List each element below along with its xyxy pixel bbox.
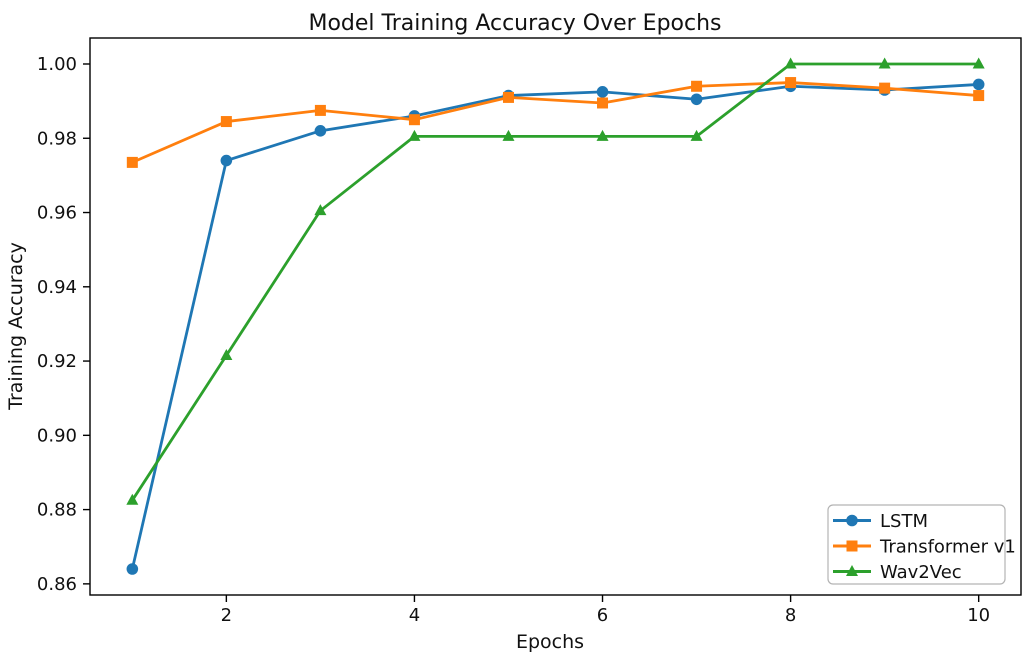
series-transformer-v1: [126, 77, 985, 168]
series-wav2vec: [126, 57, 985, 505]
y-tick-label: 0.92: [37, 351, 77, 372]
series-lstm-line: [130, 83, 979, 570]
y-tick-label: 0.98: [37, 128, 77, 149]
series-wav2vec-marker: [972, 57, 985, 69]
legend-square-icon: [846, 540, 858, 552]
series-transformer-v1-marker: [502, 91, 514, 103]
series-wav2vec-marker: [126, 493, 139, 505]
series-wav2vec-marker: [220, 348, 233, 360]
x-tick-label: 2: [221, 605, 232, 626]
series-wav2vec-line: [131, 62, 979, 502]
series-transformer-v1-marker: [220, 116, 232, 128]
series-transformer-v1-line: [131, 81, 979, 164]
series-lstm-marker: [126, 563, 139, 575]
x-tick-label: 4: [409, 605, 420, 626]
legend-item: LSTM: [833, 511, 928, 532]
x-tick-label: 10: [967, 605, 990, 626]
y-tick-label: 1.00: [37, 54, 77, 75]
series-lstm-marker: [220, 154, 233, 167]
series-wav2vec-marker: [408, 129, 421, 141]
series-transformer-v1-marker: [691, 80, 703, 92]
series-lstm-marker: [596, 86, 609, 98]
series-transformer-v1-marker: [785, 77, 797, 89]
series-wav2vec-marker: [690, 129, 703, 141]
series-wav2vec-marker: [878, 57, 891, 69]
y-tick-label: 0.86: [37, 574, 77, 595]
series-wav2vec-marker: [314, 204, 327, 216]
series-lstm-marker: [314, 125, 327, 137]
x-axis-label: Epochs: [516, 631, 584, 653]
series-wav2vec-marker: [502, 129, 515, 141]
legend-triangle-icon: [846, 565, 858, 576]
series-wav2vec-marker: [784, 57, 797, 69]
legend-item: Wav2Vec: [833, 562, 962, 583]
y-tick-label: 0.88: [37, 500, 77, 521]
plot-frame: [89, 37, 1022, 596]
y-tick-label: 0.96: [37, 203, 77, 224]
series-lstm-marker: [690, 93, 703, 106]
series-transformer-v1-marker: [126, 156, 138, 168]
series-transformer-v1-marker: [879, 82, 891, 94]
legend-item-label: Wav2Vec: [880, 562, 962, 583]
y-axis: 0.86 0.88 0.90 0.92 0.94 0.96 0.98 1.00: [37, 54, 90, 595]
series-wav2vec-marker: [596, 129, 609, 141]
series-layer: [126, 57, 985, 575]
legend-item-label: Transformer v1: [879, 537, 1016, 558]
series-transformer-v1-marker: [597, 97, 609, 109]
x-axis: 2 4 6 8 10: [221, 595, 990, 626]
chart-title: Model Training Accuracy Over Epochs: [308, 11, 721, 36]
series-lstm: [126, 78, 985, 575]
legend-circle-icon: [846, 514, 858, 527]
series-lstm-marker: [972, 78, 985, 91]
x-tick-label: 8: [785, 605, 796, 626]
series-transformer-v1-marker: [973, 90, 985, 102]
y-tick-label: 0.94: [37, 277, 77, 298]
legend-item: Transformer v1: [833, 537, 1016, 558]
legend-item-label: LSTM: [880, 511, 928, 532]
legend-box: [827, 504, 1006, 585]
series-transformer-v1-marker: [314, 104, 326, 116]
y-tick-label: 0.90: [37, 425, 77, 446]
plot-area: 2 4 6 8 10 0.860.880.900.920.940.960.981.00 …: [37, 37, 1022, 626]
y-axis-label: Training Accuracy: [5, 242, 27, 411]
legend: LSTM Transformer v1 Wav2Vec: [827, 504, 1016, 585]
x-tick-label: 6: [597, 605, 608, 626]
series-transformer-v1-marker: [408, 114, 420, 126]
plot-frame-border: [89, 37, 1022, 596]
